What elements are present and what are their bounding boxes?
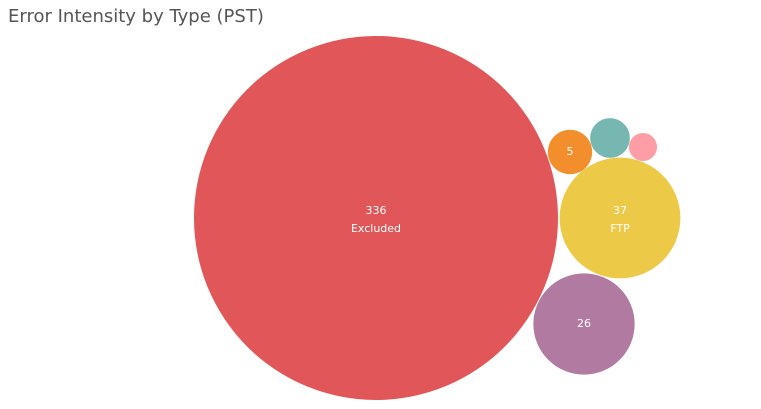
bubble: [590, 118, 630, 158]
value-label: 26: [577, 317, 591, 330]
chart-title: Error Intensity by Type (PST): [8, 6, 264, 27]
value-label: 336: [366, 204, 387, 217]
category-label: FTP: [610, 222, 630, 235]
value-label: 5: [567, 145, 574, 158]
bubble: [559, 157, 681, 279]
bubble: [193, 35, 559, 401]
value-label: 37: [613, 204, 627, 217]
category-label: Excluded: [351, 222, 401, 235]
bubble: [628, 132, 658, 162]
bubble: [533, 273, 635, 375]
bubble: [547, 129, 593, 175]
